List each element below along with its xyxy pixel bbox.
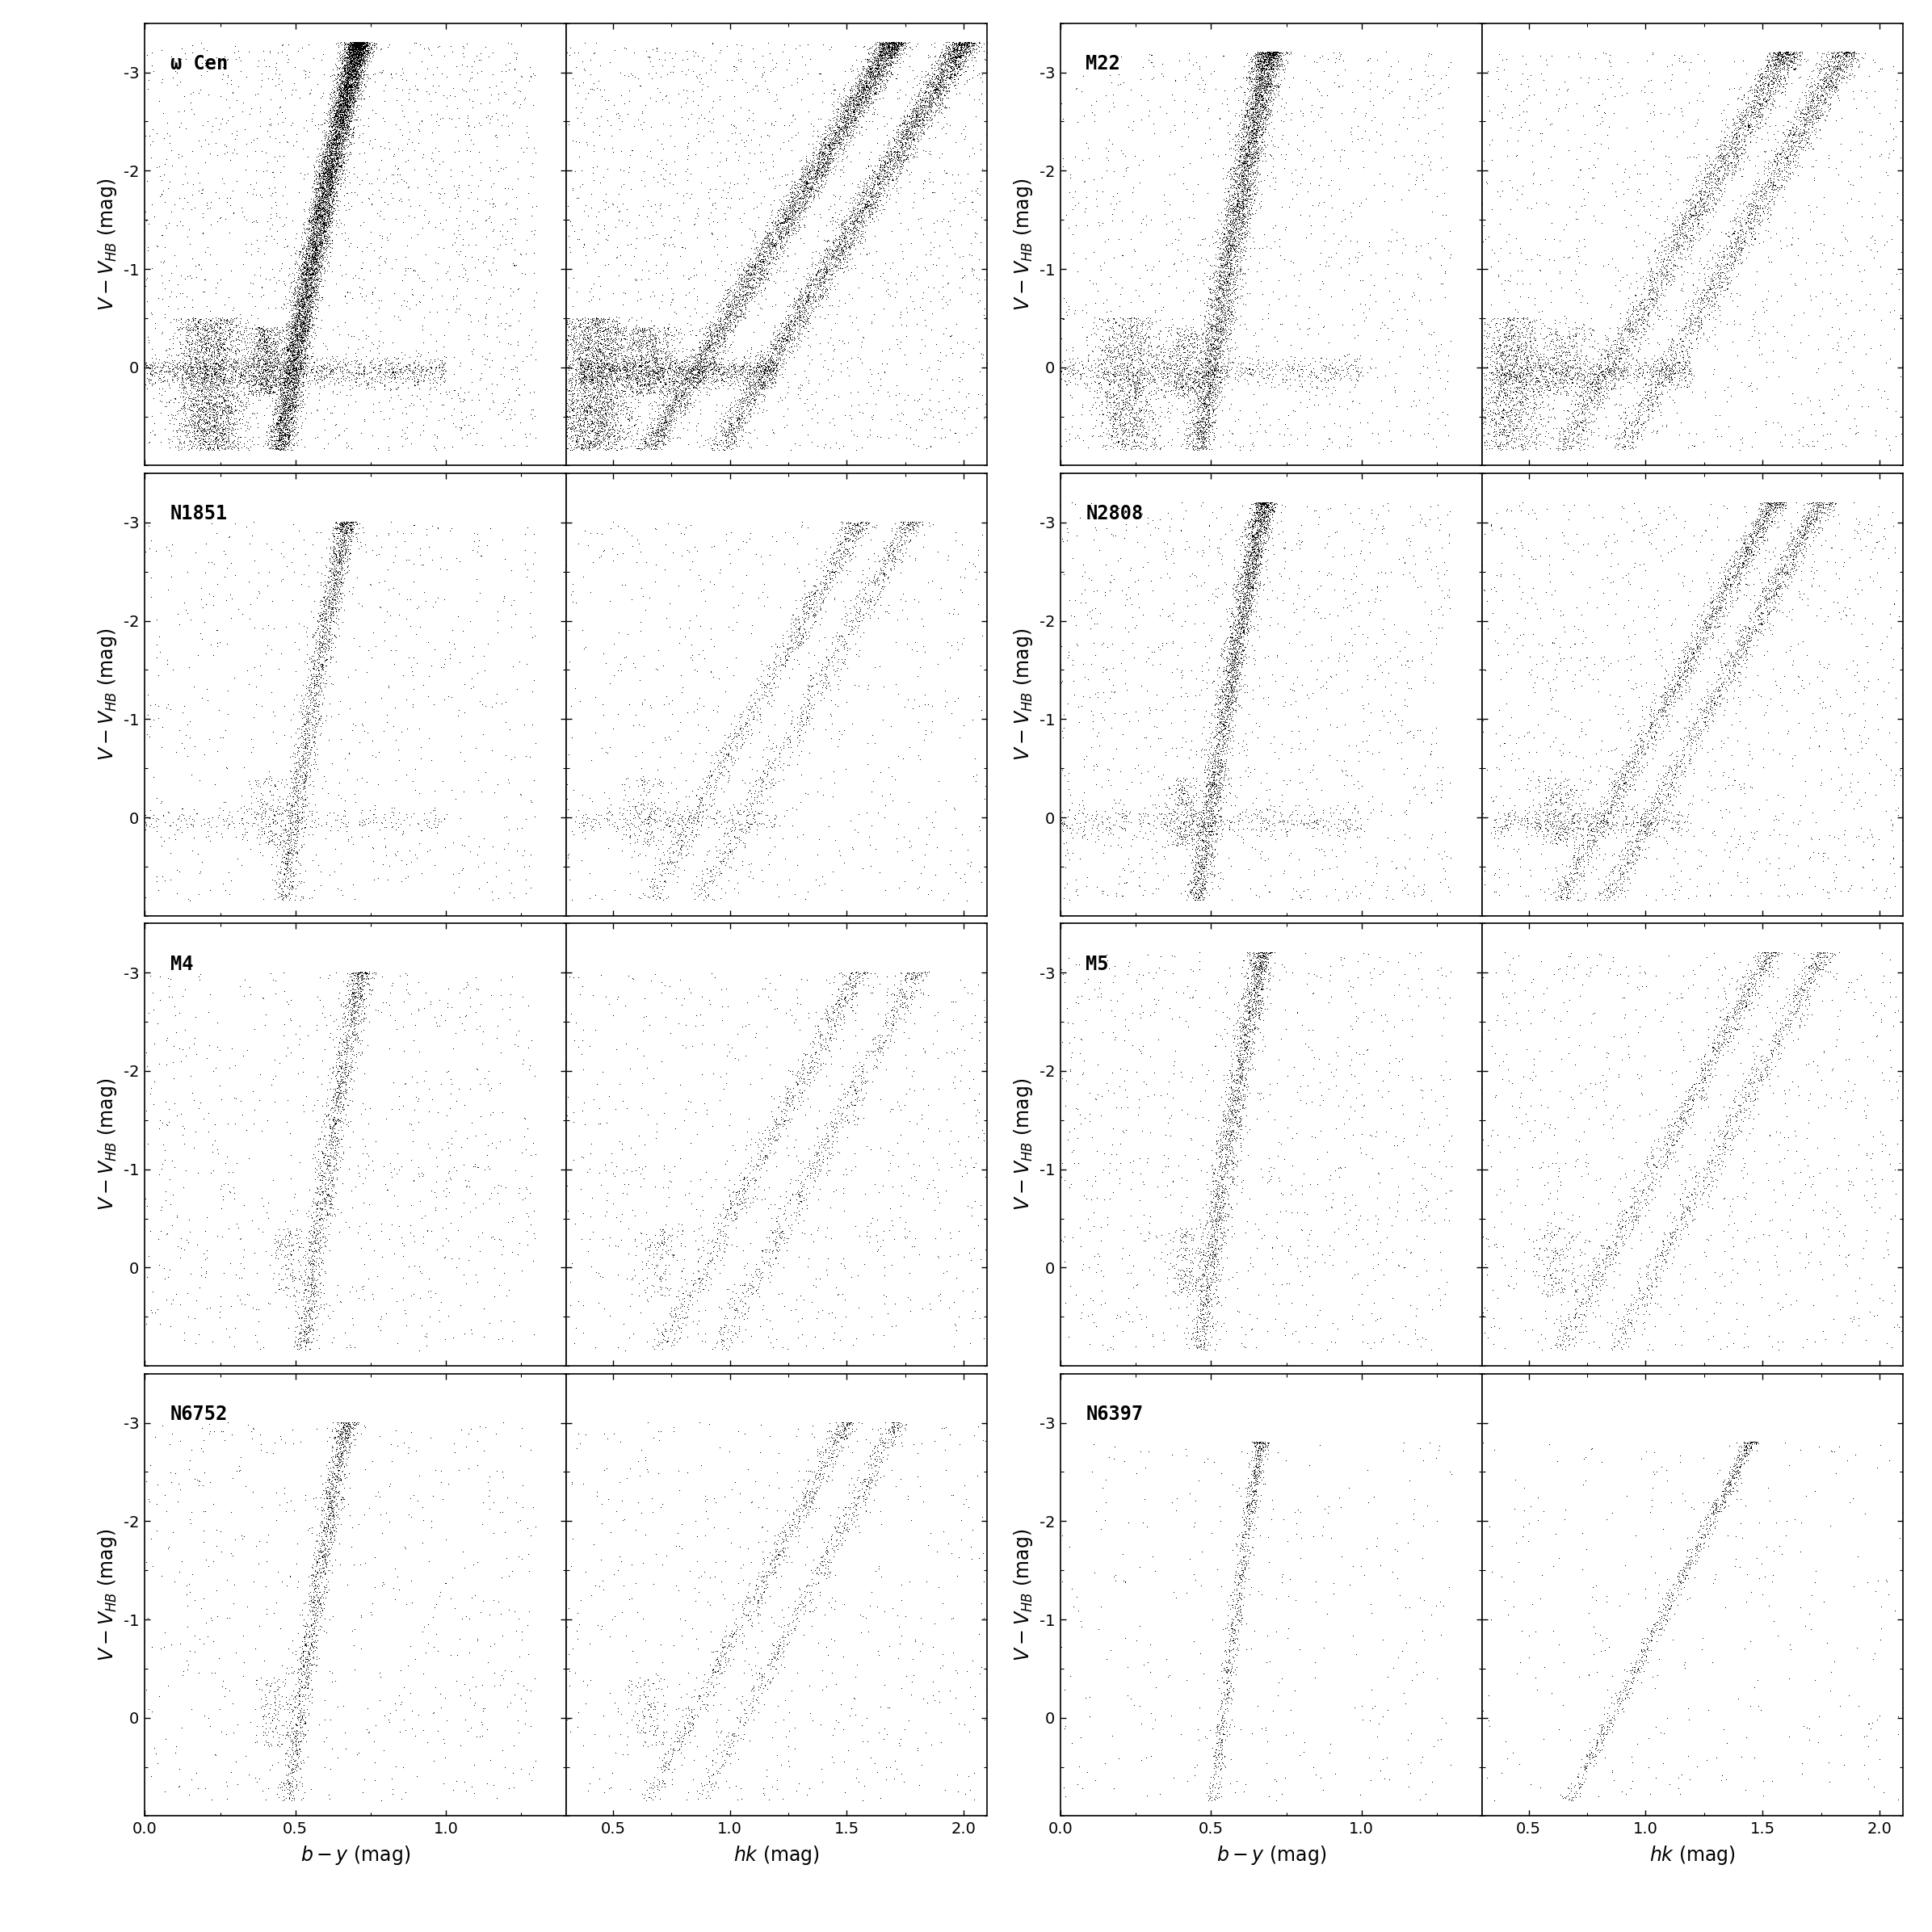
Y-axis label: $V - V_{HB}$ (mag): $V - V_{HB}$ (mag) <box>97 1528 120 1662</box>
Y-axis label: $V - V_{HB}$ (mag): $V - V_{HB}$ (mag) <box>97 1078 120 1211</box>
Y-axis label: $V - V_{HB}$ (mag): $V - V_{HB}$ (mag) <box>97 178 120 311</box>
Text: N1851: N1851 <box>170 504 228 524</box>
Text: N2808: N2808 <box>1086 504 1144 524</box>
X-axis label: $b-y$ (mag): $b-y$ (mag) <box>301 1843 410 1866</box>
Text: N6397: N6397 <box>1086 1405 1144 1424</box>
Text: ω Cen: ω Cen <box>170 54 228 73</box>
Text: M4: M4 <box>170 954 193 974</box>
X-axis label: $b-y$ (mag): $b-y$ (mag) <box>1217 1843 1325 1866</box>
Y-axis label: $V - V_{HB}$ (mag): $V - V_{HB}$ (mag) <box>1012 1078 1036 1211</box>
Text: M5: M5 <box>1086 954 1109 974</box>
Y-axis label: $V - V_{HB}$ (mag): $V - V_{HB}$ (mag) <box>1012 628 1036 761</box>
Y-axis label: $V - V_{HB}$ (mag): $V - V_{HB}$ (mag) <box>97 628 120 761</box>
Y-axis label: $V - V_{HB}$ (mag): $V - V_{HB}$ (mag) <box>1012 1528 1036 1662</box>
Y-axis label: $V - V_{HB}$ (mag): $V - V_{HB}$ (mag) <box>1012 178 1036 311</box>
X-axis label: $hk$ (mag): $hk$ (mag) <box>1650 1843 1735 1866</box>
X-axis label: $hk$ (mag): $hk$ (mag) <box>734 1843 819 1866</box>
Text: M22: M22 <box>1086 54 1121 73</box>
Text: N6752: N6752 <box>170 1405 228 1424</box>
